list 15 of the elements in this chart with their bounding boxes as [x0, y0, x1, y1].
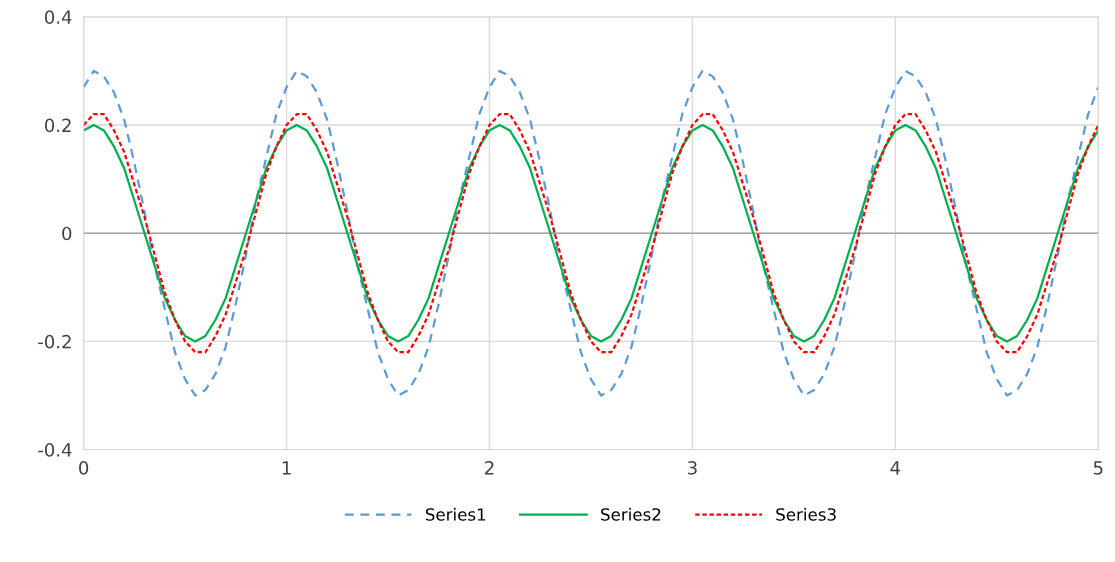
- line-series: [83, 69, 1099, 397]
- x-tick-label: 1: [282, 461, 291, 475]
- legend-label: Series3: [776, 507, 836, 521]
- y-tick-label: -0.4: [38, 443, 72, 457]
- x-tick-label: 2: [485, 461, 494, 475]
- y-tick-label: 0: [62, 226, 72, 241]
- x-tick-label: 4: [890, 461, 901, 475]
- x-tick-label: 0: [79, 461, 89, 475]
- legend-label: Series2: [601, 507, 661, 521]
- x-tick-label: 5: [1093, 461, 1103, 475]
- legend-label: Series1: [425, 507, 486, 521]
- x-tick-label: 3: [688, 461, 697, 475]
- y-tick-label: -0.2: [38, 334, 71, 349]
- y-tick-label: 0.2: [44, 118, 71, 133]
- y-tick-label: 0.4: [44, 10, 72, 24]
